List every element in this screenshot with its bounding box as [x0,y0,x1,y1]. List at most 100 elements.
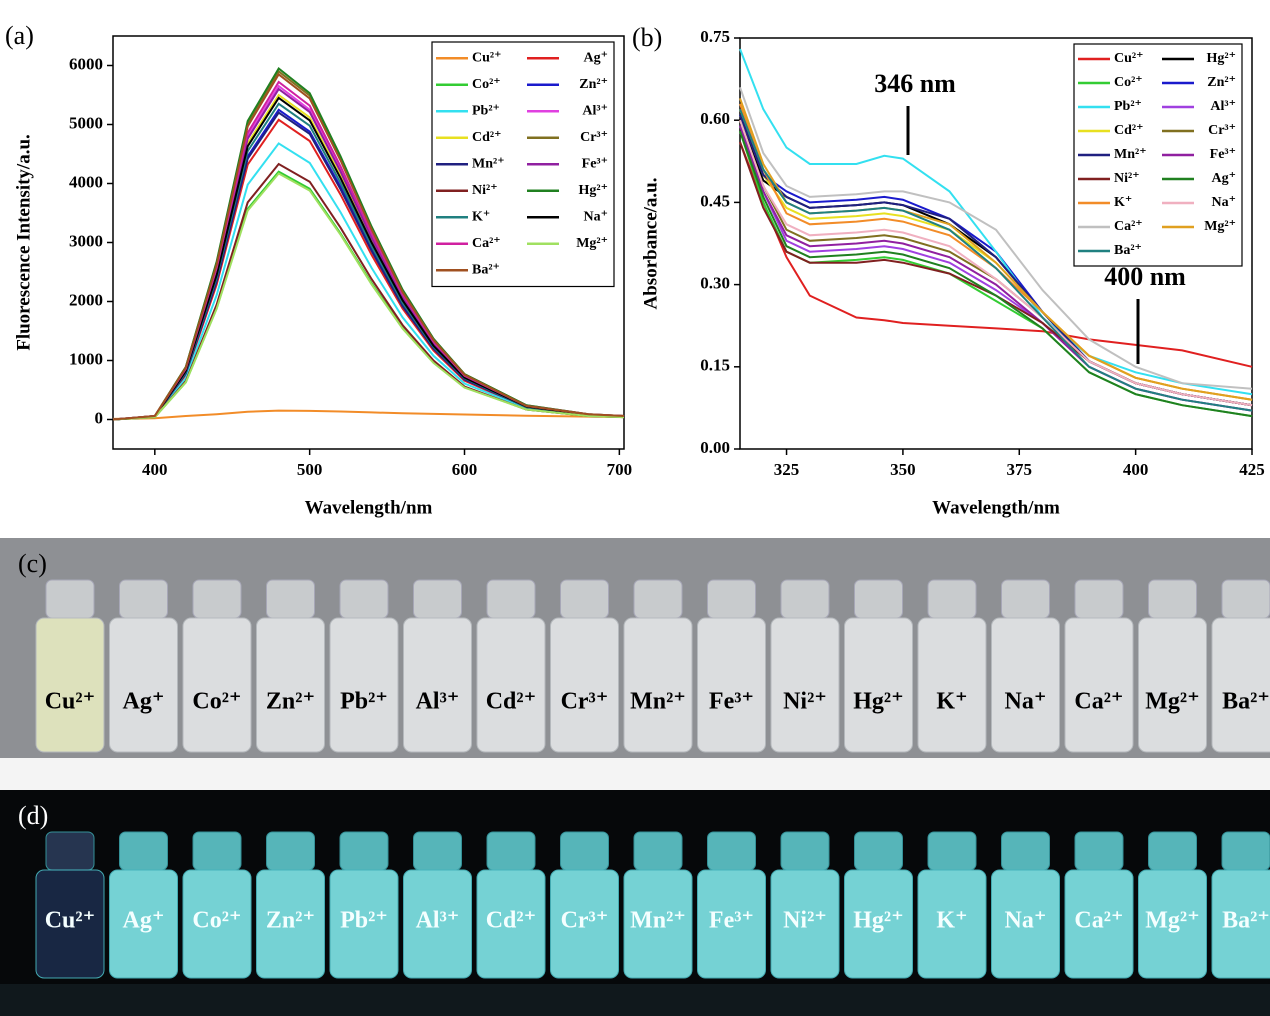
series-line [739,119,1253,407]
y-tick-label: 0.30 [700,274,730,293]
vial-body [697,869,766,979]
vial-label: Mg²⁺ [1145,908,1200,934]
y-tick-label: 0.75 [700,27,730,46]
vial-body [550,869,619,979]
vial-neck [119,831,168,871]
vial-body [844,617,913,753]
vial-label: Zn²⁺ [266,689,315,715]
vial-label: Pb²⁺ [340,908,388,934]
legend-label: Mg²⁺ [576,236,608,251]
vial-neck [854,579,903,619]
vial-label: Ca²⁺ [1074,908,1123,934]
vial-label: Co²⁺ [192,689,241,715]
vial-label: Cd²⁺ [486,908,537,934]
vial-label: Mg²⁺ [1145,689,1200,715]
vial-label: Cu²⁺ [45,908,96,934]
legend-label: Cd²⁺ [472,130,501,145]
series-line [739,108,1253,412]
vial-body [1064,617,1134,753]
legend-label: Ni²⁺ [472,183,498,198]
legend-label: Hg²⁺ [579,183,608,198]
series-line [112,409,625,420]
vial-neck [1221,579,1270,619]
vial-body [770,869,840,979]
y-tick-label: 6000 [69,54,103,73]
series-line [739,48,1253,396]
legend-label: Ag⁺ [584,50,609,65]
annotation: 400 nm [1104,262,1186,291]
vial-body [623,617,693,753]
vial-body [476,869,546,979]
legend-label: Cr³⁺ [580,130,608,145]
vial-label: Ag⁺ [123,908,165,934]
legend-label: Fe³⁺ [582,156,608,171]
legend-label: Al³⁺ [582,103,608,118]
x-tick-label: 350 [890,460,916,479]
vial-neck [1001,579,1050,619]
vial-neck [707,579,756,619]
vial-label: Fe³⁺ [709,908,754,934]
vial-neck [45,579,95,619]
vial-body [256,869,325,979]
vial-neck [633,831,683,871]
vial-label: Cr³⁺ [561,689,609,715]
vial-neck [707,831,756,871]
legend-label: Ca²⁺ [472,236,501,251]
x-tick-label: 325 [774,460,800,479]
vial-neck [1148,579,1197,619]
legend-label: Mg²⁺ [1204,219,1236,234]
vial-neck [413,579,462,619]
legend-label: Ca²⁺ [1114,219,1143,234]
vial-body [697,617,766,753]
legend-label: Mn²⁺ [1114,147,1147,162]
y-tick-label: 0.15 [700,356,730,375]
vial-label: Ba²⁺ [1222,689,1270,715]
series-line [112,172,625,421]
vial-label: Al³⁺ [416,908,460,934]
vial-label: K⁺ [936,689,967,715]
vial-body [329,869,399,979]
legend-label: Ba²⁺ [1114,243,1142,258]
y-tick-label: 1000 [69,349,103,368]
x-axis-title: Wavelength/nm [932,497,1060,518]
vial-body [182,617,252,753]
vial-label: Hg²⁺ [853,689,904,715]
series-line [739,86,1253,390]
vial-label: Cu²⁺ [45,689,96,715]
legend-label: Fe³⁺ [1210,147,1236,162]
vial-body [109,617,178,753]
y-axis-title: Fluorescence Intensity/a.u. [13,134,34,351]
vial-label: Cd²⁺ [486,689,537,715]
vial-neck [266,579,315,619]
vial-neck [486,831,536,871]
x-tick-label: 400 [1123,460,1149,479]
vial-neck [1074,831,1124,871]
vial-body [917,617,987,753]
vial-neck [560,831,609,871]
vial-label: Mn²⁺ [630,908,686,934]
vial-body [329,617,399,753]
y-tick-label: 5000 [69,113,103,132]
legend-label: Na⁺ [584,209,609,224]
vial-neck [854,831,903,871]
annotation: 346 nm [874,69,956,98]
vial-neck [633,579,683,619]
legend-label: Hg²⁺ [1207,51,1236,66]
vial-neck [927,579,977,619]
vial-body [476,617,546,753]
x-tick-label: 500 [297,460,323,479]
vial-label: Ni²⁺ [783,689,827,715]
y-tick-label: 0.00 [700,438,730,457]
vial-neck [192,579,242,619]
vial-body [109,869,178,979]
vial-neck [927,831,977,871]
vial-neck [45,831,95,871]
vial-label: Ca²⁺ [1074,689,1123,715]
vial-neck [192,831,242,871]
vial-label: Fe³⁺ [709,689,754,715]
vial-body [256,617,325,753]
legend-label: Cd²⁺ [1114,123,1143,138]
vial-body [35,869,105,979]
vial-neck [1074,579,1124,619]
vial-body [1211,617,1270,753]
